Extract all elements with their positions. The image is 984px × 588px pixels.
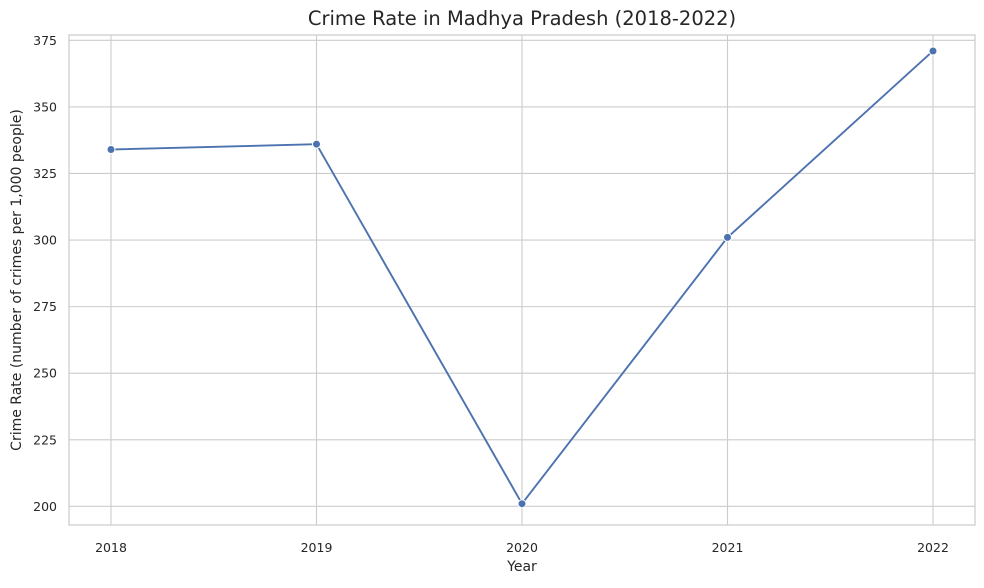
y-tick-label: 375 (33, 33, 57, 48)
y-tick-label: 200 (33, 499, 57, 514)
x-tick-labels: 2018 2019 2020 2021 2022 (95, 540, 949, 555)
data-point-2021 (723, 232, 732, 242)
series-layer (106, 46, 938, 509)
y-tick-label: 225 (33, 432, 57, 447)
y-tick-label: 300 (33, 233, 57, 248)
grid-lines (69, 35, 975, 525)
data-point-2019 (312, 139, 321, 149)
data-point-2022 (928, 46, 938, 56)
x-tick-label: 2022 (917, 540, 949, 555)
y-tick-label: 250 (33, 366, 57, 381)
x-tick-label: 2021 (712, 540, 744, 555)
y-tick-label: 325 (33, 166, 57, 181)
data-point-2018 (106, 145, 116, 155)
plot-frame (68, 34, 976, 526)
data-point-2020 (517, 499, 527, 509)
x-tick-label: 2020 (506, 540, 538, 555)
y-axis-label: Crime Rate (number of crimes per 1,000 p… (9, 109, 25, 451)
y-tick-label: 275 (33, 299, 57, 314)
x-axis-label: Year (506, 559, 537, 575)
y-tick-label: 350 (33, 99, 57, 114)
x-tick-label: 2018 (95, 540, 127, 555)
x-tick-label: 2019 (301, 540, 333, 555)
y-tick-labels: 200 225 250 275 300 325 350 375 (33, 33, 57, 514)
chart-title: Crime Rate in Madhya Pradesh (2018-2022) (308, 7, 736, 30)
